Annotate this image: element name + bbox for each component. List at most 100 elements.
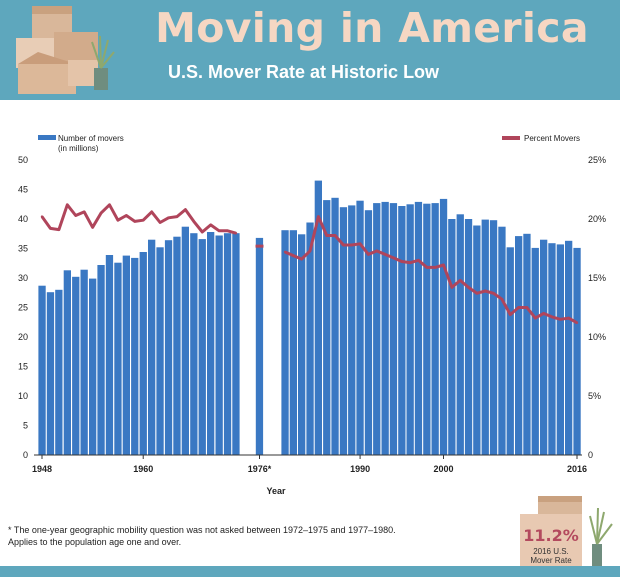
bar-1961	[148, 239, 156, 455]
bar-1960	[139, 252, 147, 455]
bar-2010	[523, 233, 531, 456]
page-subtitle: U.S. Mover Rate at Historic Low	[168, 62, 440, 82]
chart-legend: Number of movers (in millions) Percent M…	[38, 134, 580, 153]
x-tick-label: 2000	[433, 464, 453, 474]
bar-1959	[131, 257, 139, 455]
x-tick-label: 1948	[32, 464, 52, 474]
percent-point-2010	[525, 306, 529, 309]
bar-2007	[498, 226, 506, 455]
percent-point-2004	[475, 292, 479, 295]
percent-point-1981	[283, 250, 287, 254]
badge-label: 2016 U.S. Mover Rate	[520, 547, 582, 565]
bar-1991	[364, 210, 373, 455]
bar-1949	[46, 292, 55, 455]
y-left-tick-label: 5	[23, 421, 28, 431]
percent-point-2001	[450, 286, 454, 289]
percent-point-2016	[575, 321, 579, 324]
bar-1969	[215, 235, 223, 455]
bar-1985	[314, 180, 322, 455]
bar-1989	[348, 205, 356, 455]
percent-point-2015	[567, 316, 570, 320]
percent-point-1999	[434, 266, 437, 269]
bar-1966	[190, 233, 198, 455]
bar-1948	[38, 285, 46, 455]
percent-point-1997	[417, 259, 420, 262]
footnote-line-1: * The one-year geographic mobility quest…	[8, 525, 396, 535]
bar-1981	[281, 230, 289, 455]
moving-box-icon	[538, 496, 613, 566]
percent-point-1971	[234, 232, 238, 235]
bar-1967	[198, 239, 206, 455]
percent-point-1949	[49, 227, 52, 230]
percent-point-2013	[550, 315, 554, 319]
percent-point-1983	[300, 257, 303, 261]
bar-1954	[89, 278, 97, 455]
moving-boxes-icon	[16, 6, 115, 94]
bar-1993	[381, 201, 389, 455]
percent-point-2009	[517, 306, 520, 309]
percent-movers-line-1	[40, 203, 237, 235]
percent-point-1969	[217, 229, 221, 232]
percent-point-2000	[442, 263, 445, 267]
bar-1958	[122, 255, 130, 455]
percent-point-1992	[375, 249, 378, 253]
bar-1999	[431, 203, 439, 455]
badge-label-line-2: Mover Rate	[530, 556, 572, 565]
percent-point-1991	[367, 253, 370, 256]
bar-2016	[573, 247, 581, 455]
header-banner: Moving in America U.S. Mover Rate at His…	[0, 0, 620, 100]
movers-chart: Number of movers (in millions) Percent M…	[18, 134, 606, 496]
bar-1997	[414, 201, 423, 455]
percent-point-1963	[167, 216, 170, 219]
percent-point-1998	[425, 266, 428, 269]
bar-1986	[323, 200, 331, 455]
percent-point-1976	[258, 244, 261, 248]
percent-point-1968	[209, 223, 212, 227]
bar-2005	[481, 219, 489, 455]
percent-point-1987	[333, 234, 337, 237]
percent-point-2012	[542, 312, 545, 315]
x-tick-label: 1990	[350, 464, 370, 474]
percent-point-1957	[116, 219, 120, 222]
percent-point-1986	[325, 234, 328, 237]
y-left-tick-label: 0	[23, 450, 28, 460]
bar-1962	[156, 247, 164, 455]
percent-point-1989	[350, 243, 353, 247]
legend-bars-sublabel: (in millions)	[58, 144, 99, 153]
bar-1971	[232, 233, 240, 455]
y-left-tick-label: 45	[18, 185, 28, 195]
y-left-tick-label: 15	[18, 362, 28, 372]
bar-2012	[540, 239, 548, 455]
bar-1982	[289, 230, 297, 455]
percent-point-1951	[66, 203, 69, 206]
bar-2014	[556, 244, 564, 455]
badge-label-line-1: 2016 U.S.	[533, 547, 569, 556]
x-tick-label: 1976*	[248, 464, 272, 474]
legend-bars-label: Number of movers	[58, 134, 124, 143]
percent-point-1993	[383, 253, 387, 256]
badge-value: 11.2%	[523, 526, 579, 545]
bar-1994	[389, 203, 398, 455]
y-right-tick-label: 10%	[588, 332, 606, 342]
bar-1987	[331, 197, 339, 456]
percent-point-1958	[125, 214, 128, 217]
x-axis-label: Year	[266, 486, 286, 496]
bar-1976	[255, 237, 264, 455]
y-left-tick-label: 10	[18, 391, 28, 401]
percent-point-1985	[317, 215, 320, 218]
legend-line-swatch	[502, 136, 520, 140]
bar-2000	[439, 198, 448, 455]
bar-1988	[339, 207, 348, 455]
percent-point-1964	[175, 215, 179, 218]
percent-point-1967	[201, 230, 204, 234]
footer-bar	[0, 566, 620, 577]
percent-point-1952	[74, 214, 77, 217]
bar-2013	[548, 243, 556, 455]
bar-1955	[97, 265, 105, 455]
bar-2003	[464, 219, 473, 455]
bar-1996	[406, 204, 414, 456]
footnote: * The one-year geographic mobility quest…	[8, 524, 396, 548]
percent-point-1948	[40, 215, 44, 218]
bar-1950	[55, 289, 63, 455]
bar-2006	[489, 220, 498, 455]
